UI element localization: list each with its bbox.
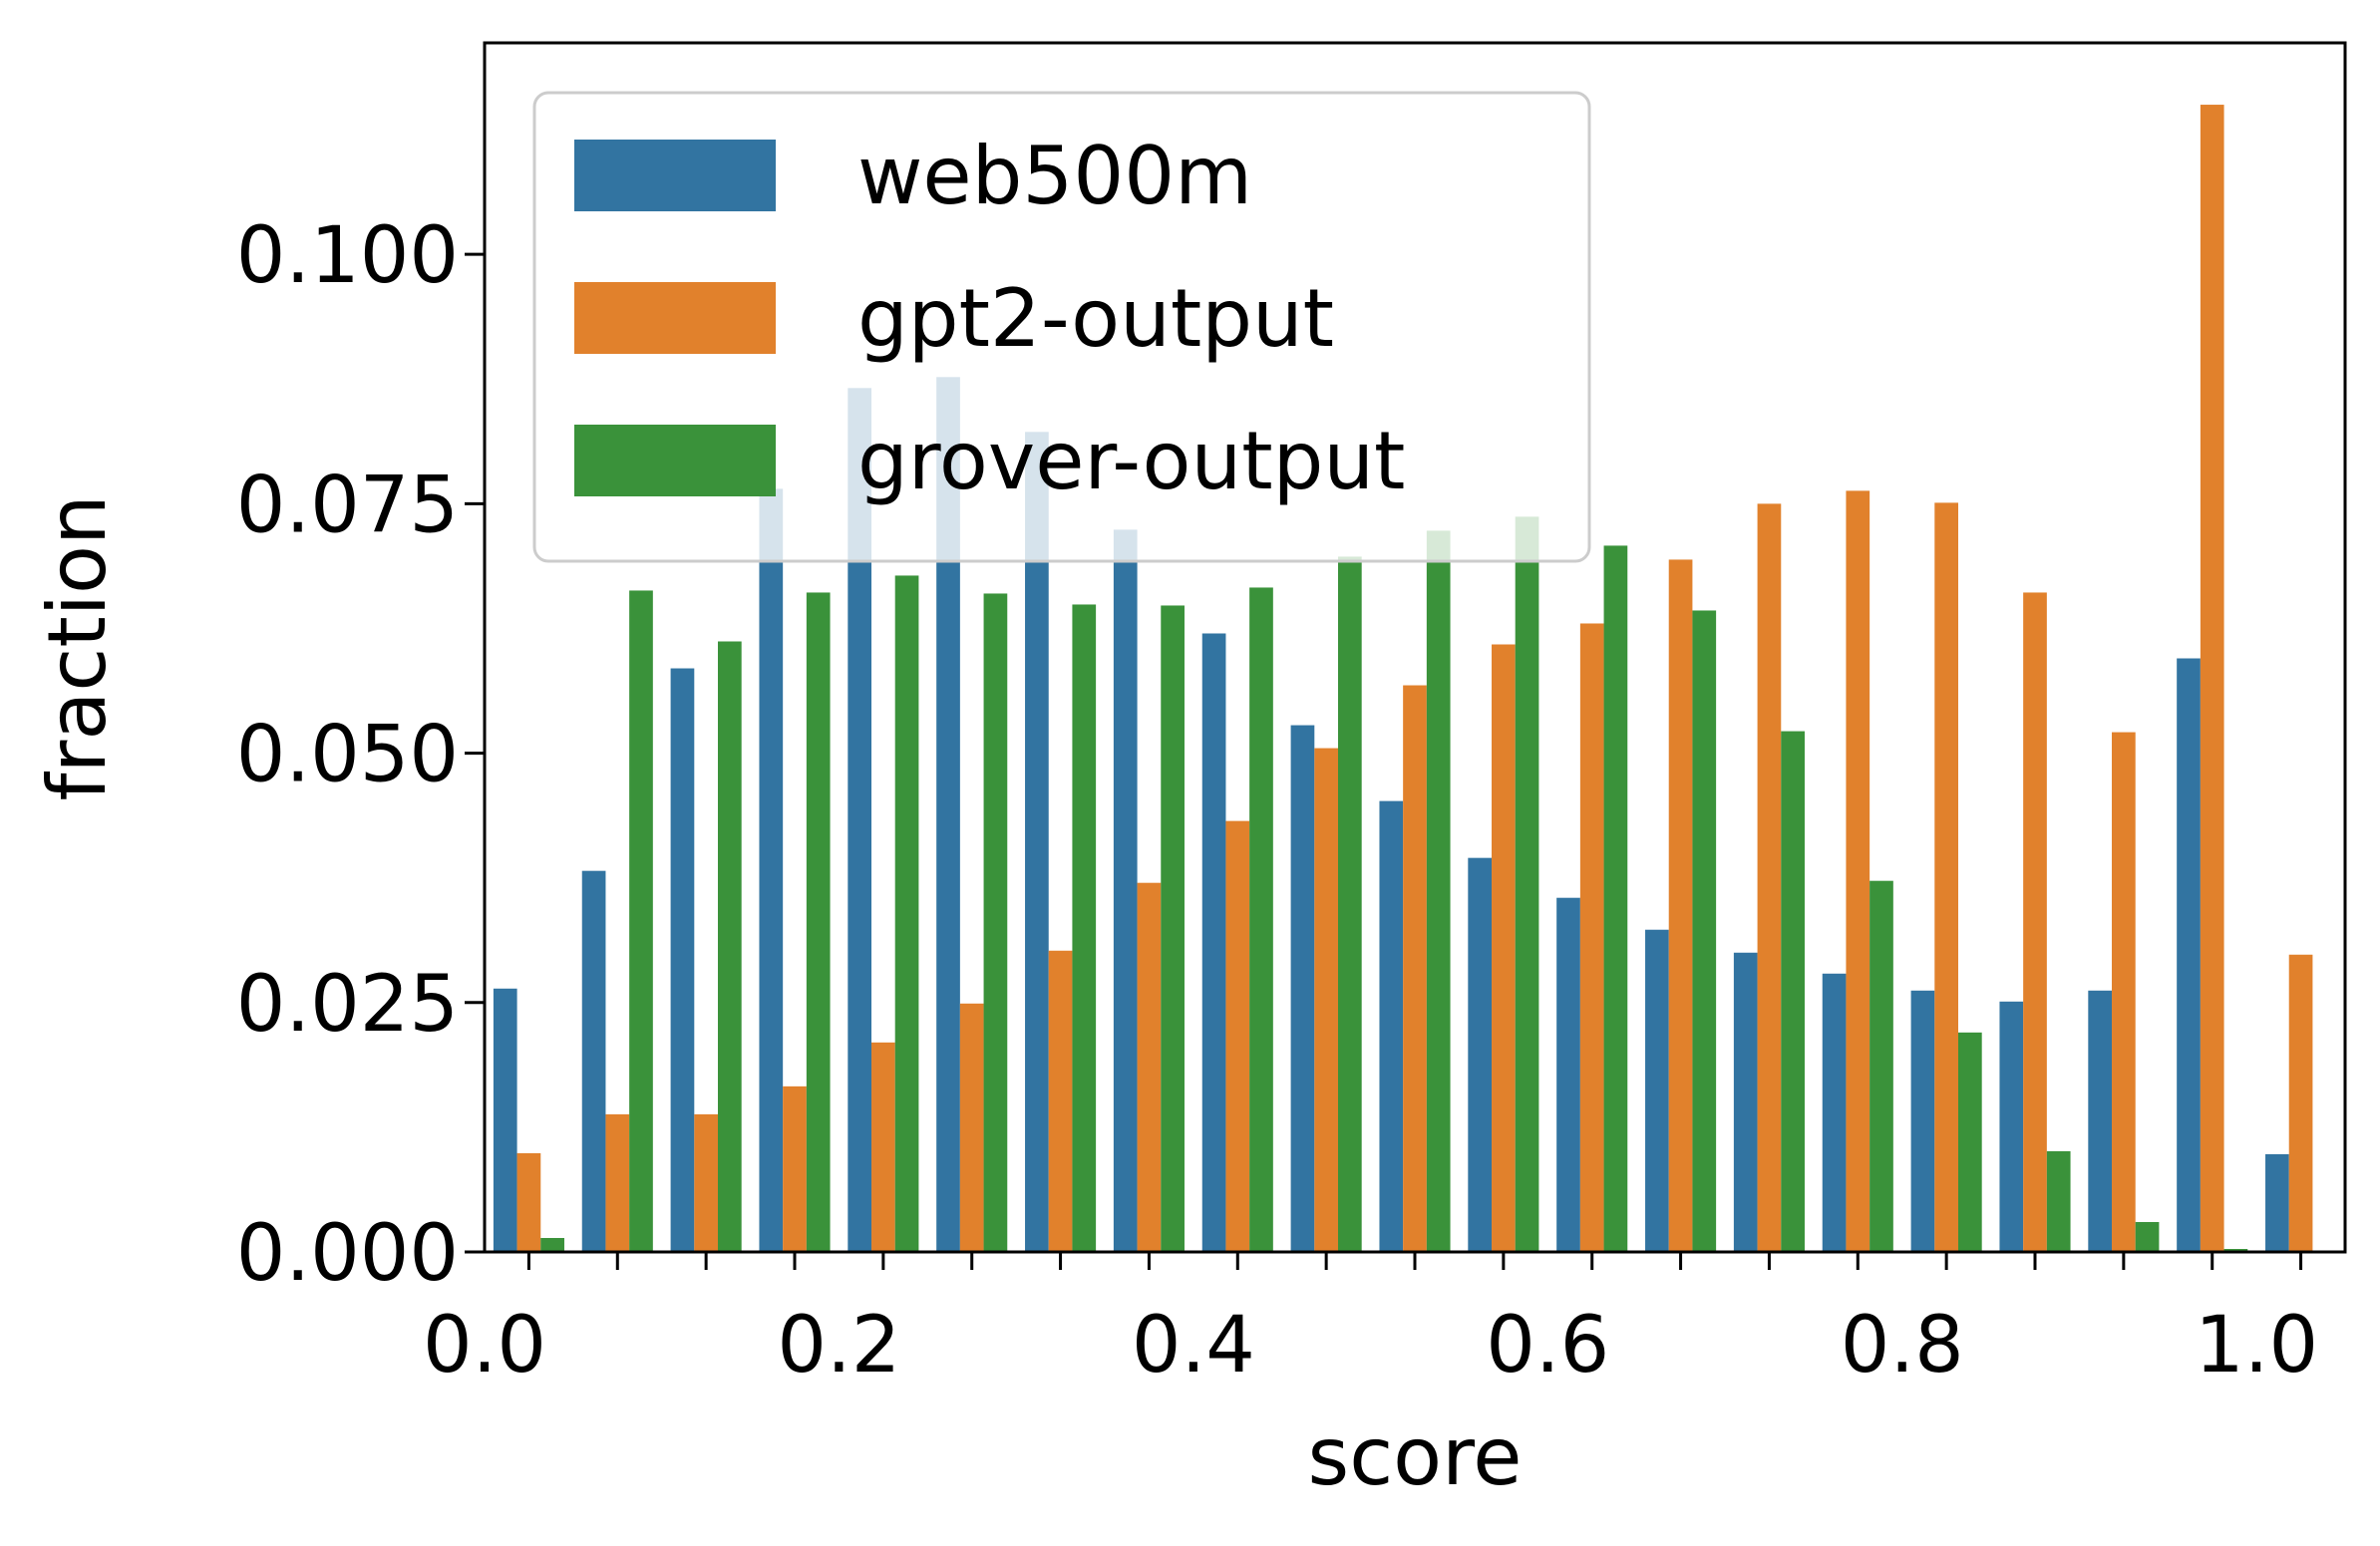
bar-grover-output-15: [1870, 880, 1893, 1252]
bar-gpt2-output-13: [1668, 559, 1693, 1252]
bar-web500m-2: [670, 668, 695, 1252]
bar-web500m-12: [1556, 897, 1580, 1252]
bar-grover-output-1: [629, 590, 653, 1252]
bar-gpt2-output-14: [1757, 503, 1782, 1252]
x-tick-label-0: 0.0: [423, 1301, 546, 1391]
bar-web500m-0: [493, 988, 517, 1252]
bar-grover-output-9: [1337, 556, 1362, 1252]
bar-web500m-1: [581, 870, 606, 1252]
bar-grover-output-16: [1957, 1032, 1982, 1252]
bar-gpt2-output-17: [2023, 592, 2047, 1252]
bar-web500m-4: [848, 388, 872, 1252]
bar-grover-output-17: [2046, 1150, 2071, 1252]
bar-web500m-3: [759, 488, 784, 1252]
bar-grover-output-12: [1603, 545, 1628, 1252]
y-axis: 0.000 0.025 0.050 0.075 0.100: [236, 211, 485, 1299]
y-tick-label-0: 0.000: [236, 1209, 459, 1299]
bar-grover-output-10: [1426, 530, 1451, 1252]
bar-gpt2-output-16: [1934, 502, 1958, 1252]
y-tick-label-1: 0.025: [236, 960, 459, 1050]
legend-label-gpt2-output: gpt2-output: [857, 272, 1334, 365]
bar-grover-output-2: [717, 641, 742, 1252]
legend-frame: [532, 91, 1591, 563]
bar-gpt2-output-10: [1403, 685, 1427, 1252]
bar-gpt2-output-4: [871, 1042, 895, 1252]
bar-web500m-11: [1468, 857, 1493, 1252]
bar-grover-output-6: [1072, 604, 1097, 1252]
plot-frame: [483, 41, 2347, 1254]
bar-web500m-8: [1201, 633, 1226, 1252]
bar-web500m-20: [2265, 1153, 2289, 1252]
bar-gpt2-output-0: [516, 1152, 541, 1252]
bar-grover-output-4: [894, 575, 919, 1252]
bar-grover-output-18: [2135, 1221, 2160, 1252]
x-tick-label-3: 0.6: [1486, 1301, 1609, 1391]
x-tick-label-2: 0.4: [1132, 1301, 1255, 1391]
bar-gpt2-output-19: [2200, 105, 2224, 1252]
bar-gpt2-output-6: [1048, 950, 1073, 1252]
bar-gpt2-output-2: [694, 1113, 718, 1252]
legend: web500m gpt2-output grover-output: [532, 91, 1591, 563]
y-tick-label-2: 0.050: [236, 711, 459, 800]
x-tick-label-1: 0.2: [777, 1301, 900, 1391]
y-tick-label-4: 0.100: [236, 211, 459, 301]
bar-grover-output-8: [1249, 587, 1273, 1252]
bar-web500m-5: [936, 377, 960, 1252]
bar-web500m-18: [2088, 990, 2113, 1252]
bar-web500m-13: [1645, 929, 1669, 1252]
bar-grover-output-5: [983, 593, 1008, 1252]
bar-grover-output-14: [1781, 731, 1805, 1252]
y-tick-label-3: 0.075: [236, 461, 459, 550]
bar-gpt2-output-7: [1137, 882, 1162, 1252]
bar-grover-output-13: [1692, 610, 1717, 1252]
legend-label-grover-output: grover-output: [857, 415, 1405, 507]
x-axis: 0.0 0.2 0.4 0.6 0.8 1.0: [423, 1252, 2318, 1391]
bar-web500m-14: [1733, 952, 1758, 1252]
bar-web500m-16: [1910, 990, 1935, 1252]
bar-gpt2-output-1: [605, 1113, 630, 1252]
bar-web500m-7: [1113, 529, 1138, 1252]
bar-grover-output-3: [806, 592, 831, 1252]
x-tick-label-5: 1.0: [2195, 1301, 2318, 1391]
bar-web500m-15: [1822, 973, 1847, 1252]
bar-grover-output-0: [540, 1237, 564, 1252]
bar-grover-output-7: [1161, 605, 1185, 1252]
x-tick-label-4: 0.8: [1841, 1301, 1964, 1391]
bar-gpt2-output-20: [2288, 954, 2313, 1252]
bar-web500m-19: [2177, 658, 2201, 1252]
bars-layer: [493, 105, 2313, 1252]
bar-gpt2-output-12: [1579, 623, 1604, 1252]
legend-swatch-grover-output: [574, 425, 776, 496]
bar-gpt2-output-15: [1846, 490, 1870, 1252]
legend-swatch-gpt2-output: [574, 282, 776, 354]
bar-gpt2-output-18: [2112, 732, 2136, 1252]
bar-web500m-17: [1999, 1001, 2024, 1252]
x-axis-label: score: [1308, 1410, 1523, 1503]
y-axis-label: fraction: [31, 494, 124, 800]
bar-web500m-6: [1025, 432, 1049, 1252]
legend-label-web500m: web500m: [857, 130, 1252, 222]
bar-grover-output-11: [1515, 516, 1539, 1252]
bar-gpt2-output-8: [1225, 820, 1250, 1252]
bar-web500m-9: [1290, 725, 1315, 1252]
bar-gpt2-output-9: [1314, 748, 1338, 1252]
bar-web500m-10: [1379, 800, 1404, 1252]
bar-gpt2-output-5: [959, 1003, 984, 1252]
bar-gpt2-output-3: [783, 1085, 807, 1252]
legend-swatch-web500m: [574, 140, 776, 211]
bar-gpt2-output-11: [1492, 644, 1516, 1252]
